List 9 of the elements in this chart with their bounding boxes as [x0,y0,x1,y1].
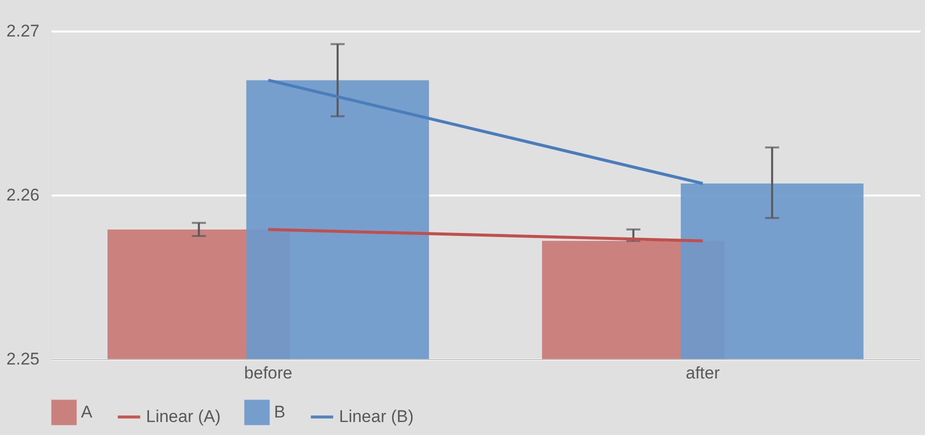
legend-label: A [81,402,93,422]
y-tick-label: 2.26 [6,186,40,204]
x-tick-label: before [244,364,292,382]
y-tick-label: 2.25 [6,350,40,368]
y-tick-label: 2.27 [6,22,40,40]
legend-label: Linear (B) [339,407,414,426]
x-tick-label: after [686,364,720,382]
legend-label: B [274,402,286,422]
legend-label: Linear (A) [146,407,221,426]
